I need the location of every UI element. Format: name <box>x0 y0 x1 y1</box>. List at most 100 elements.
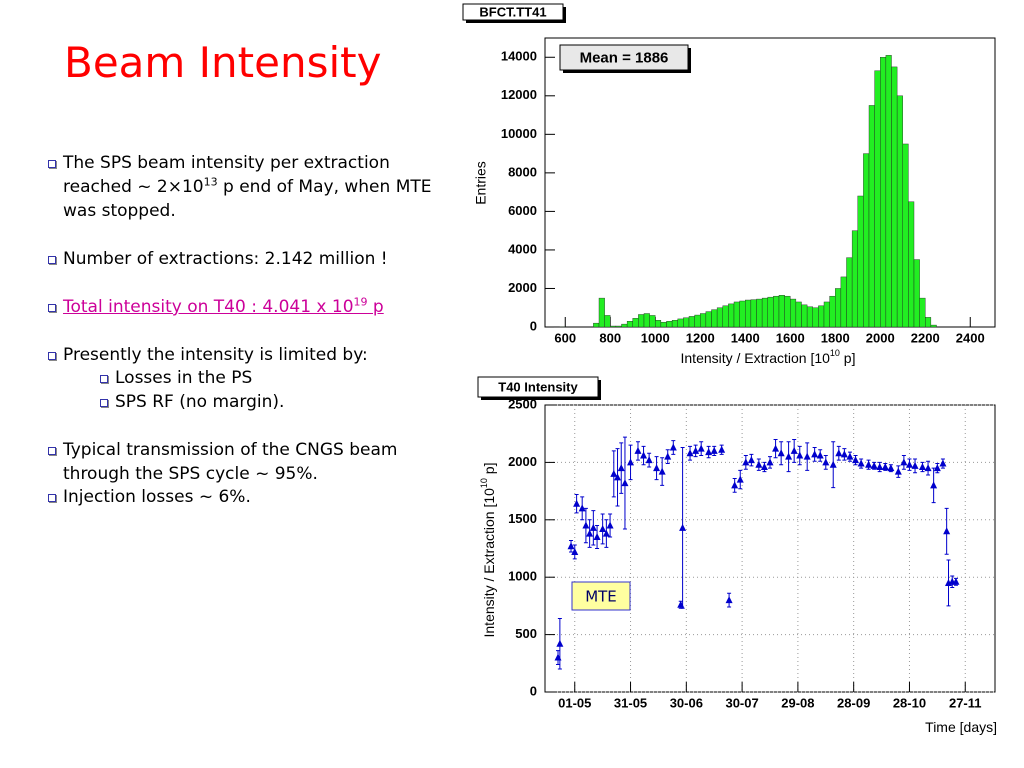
histogram-bar <box>716 307 723 328</box>
x-tick-label: 2200 <box>911 330 940 345</box>
data-point <box>870 461 878 469</box>
data-point <box>599 524 607 532</box>
histogram-bar <box>795 301 802 328</box>
histogram-bar <box>694 314 701 328</box>
histogram-bar <box>626 321 633 328</box>
data-point <box>894 467 902 475</box>
y-tick-label: 12000 <box>501 87 537 102</box>
y-tick-label: 2000 <box>508 454 537 469</box>
histogram-bar <box>655 320 662 328</box>
histogram-bar <box>688 316 695 328</box>
histogram-bar <box>649 315 656 328</box>
x-tick-label: 31-05 <box>614 695 647 710</box>
data-point <box>617 464 625 472</box>
x-tick-label: 1600 <box>776 330 805 345</box>
histogram-bar <box>925 317 932 328</box>
data-point <box>822 458 830 466</box>
data-point <box>589 523 597 531</box>
data-point <box>634 446 642 454</box>
histogram-bar <box>621 323 628 328</box>
y-tick-label: 4000 <box>508 241 537 256</box>
y-tick-label: 0 <box>530 318 537 333</box>
histogram-bar <box>846 257 853 328</box>
histogram-bar <box>891 66 898 328</box>
histogram-bar <box>767 296 774 328</box>
histogram-bar <box>604 315 611 328</box>
histogram-bar <box>896 95 903 328</box>
y-tick-label: 10000 <box>501 126 537 141</box>
y-tick-label: 0 <box>530 683 537 698</box>
annotation: Mean = 1886 <box>580 49 669 66</box>
bullet-text: Number of extractions: 2.142 million ! <box>63 249 388 269</box>
histogram-bar <box>930 324 937 328</box>
x-tick-label: 1000 <box>641 330 670 345</box>
data-point <box>857 459 865 467</box>
data-point <box>582 521 590 529</box>
data-point <box>645 456 653 464</box>
data-point <box>952 577 960 585</box>
data-point <box>586 529 594 537</box>
data-point <box>571 547 579 555</box>
histogram-bar <box>784 295 791 328</box>
bullet-text: SPS RF (no margin). <box>115 392 285 412</box>
sub-bullet: Losses in the PS <box>100 366 435 390</box>
histogram-bar <box>700 313 707 328</box>
x-tick-label: 1200 <box>686 330 715 345</box>
bullet-text: p end of May, when MTE was stopped. <box>63 177 432 221</box>
histogram-bar <box>632 318 639 328</box>
data-point <box>846 452 854 460</box>
x-tick-label: 2400 <box>956 330 985 345</box>
data-point <box>578 504 586 512</box>
data-point <box>686 449 694 457</box>
label-text: Intensity / Extraction [10 <box>681 350 831 366</box>
y-tick-label: 6000 <box>508 203 537 218</box>
histogram-bar <box>683 317 690 328</box>
data-point <box>785 452 793 460</box>
histogram-bar <box>728 303 735 328</box>
plot-frame <box>544 37 996 328</box>
histogram-bar <box>733 301 740 328</box>
annotation-box <box>571 581 631 611</box>
data-point <box>887 464 895 472</box>
data-point <box>556 639 564 647</box>
data-point <box>881 462 889 470</box>
histogram-bar <box>880 57 887 328</box>
histogram-bar <box>902 143 909 328</box>
bullet: Presently the intensity is limited by: <box>48 343 443 367</box>
y-tick-label: 1500 <box>508 511 537 526</box>
histogram-bar <box>610 325 617 328</box>
x-tick-label: 30-07 <box>725 695 758 710</box>
data-point <box>718 445 726 453</box>
data-point <box>742 458 750 466</box>
data-point <box>930 481 938 489</box>
histogram-bar <box>638 314 645 328</box>
label-sup: 10 <box>479 478 489 488</box>
bullet: Typical transmission of the CNGS beam th… <box>48 438 443 486</box>
data-point <box>573 499 581 507</box>
label-text: p] <box>840 350 856 366</box>
histogram-bar <box>908 201 915 328</box>
data-point <box>911 461 919 469</box>
x-tick-label: 1400 <box>731 330 760 345</box>
data-point <box>772 444 780 452</box>
histogram-bar <box>812 307 819 328</box>
y-tick-label: 2000 <box>508 280 537 295</box>
histogram-bar <box>677 318 684 328</box>
x-tick-label: 600 <box>554 330 576 345</box>
y-tick-label: 2500 <box>508 396 537 411</box>
x-tick-label: 27-11 <box>949 695 982 710</box>
histogram-bar <box>919 297 926 328</box>
bullet-sup: 19 <box>353 295 368 309</box>
data-point <box>900 458 908 466</box>
data-point <box>669 443 677 451</box>
data-point <box>710 446 718 454</box>
histogram-bar <box>818 305 825 328</box>
y-tick-label: 500 <box>515 626 537 641</box>
x-tick-label: 2000 <box>866 330 895 345</box>
histogram-bar <box>778 295 785 328</box>
histogram-bar <box>615 325 622 328</box>
histogram-bar <box>829 295 836 328</box>
histogram-bar <box>745 299 752 328</box>
bullet-text: Presently the intensity is limited by: <box>63 345 368 365</box>
data-point <box>760 462 768 470</box>
